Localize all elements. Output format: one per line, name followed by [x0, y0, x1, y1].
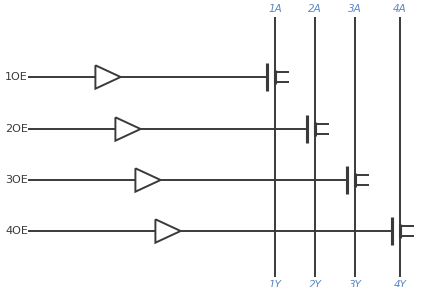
Text: 1Y: 1Y: [269, 280, 282, 287]
Text: 3OE: 3OE: [5, 175, 28, 185]
Text: 1OE: 1OE: [5, 72, 28, 82]
Text: 2Y: 2Y: [308, 280, 321, 287]
Text: 3Y: 3Y: [349, 280, 362, 287]
Text: 3A: 3A: [348, 4, 362, 14]
Text: 4OE: 4OE: [5, 226, 28, 236]
Text: 2OE: 2OE: [5, 124, 28, 134]
Text: 4A: 4A: [393, 4, 407, 14]
Text: 1A: 1A: [268, 4, 282, 14]
Text: 4Y: 4Y: [394, 280, 407, 287]
Text: 2A: 2A: [308, 4, 322, 14]
